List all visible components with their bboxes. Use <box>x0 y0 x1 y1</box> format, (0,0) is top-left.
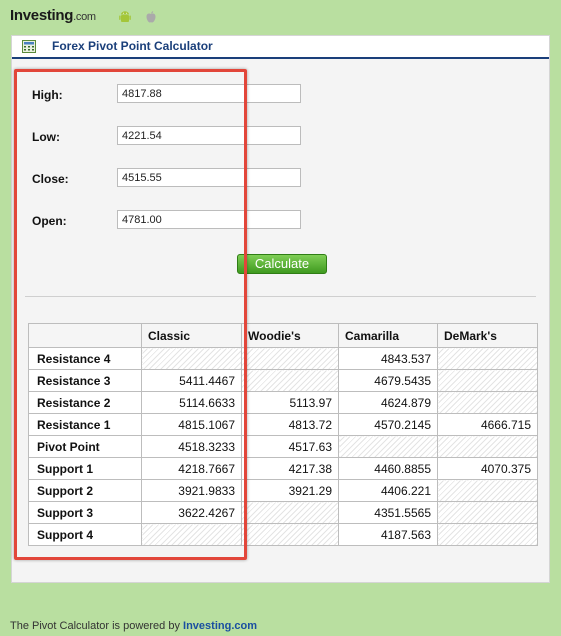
calculator-icon <box>22 40 36 53</box>
table-row: Support 3 3622.4267 4351.5565 <box>28 501 538 524</box>
top-bar: Investing.com <box>0 0 561 34</box>
row-label: Support 1 <box>28 457 142 480</box>
high-label: High: <box>32 88 63 102</box>
header-classic: Classic <box>141 323 242 348</box>
calculate-button[interactable]: Calculate <box>237 254 327 274</box>
header-camarilla: Camarilla <box>338 323 438 348</box>
classic-value-cell: 4518.3233 <box>141 435 242 458</box>
low-label: Low: <box>32 130 60 144</box>
demarks-value-cell <box>437 479 538 502</box>
demarks-value-cell <box>437 369 538 392</box>
table-row: Support 4 4187.563 <box>28 523 538 546</box>
demarks-value-cell <box>437 391 538 414</box>
camarilla-value-cell: 4187.563 <box>338 523 438 546</box>
low-input[interactable] <box>117 126 301 145</box>
camarilla-value-cell: 4460.8855 <box>338 457 438 480</box>
open-input[interactable] <box>117 210 301 229</box>
camarilla-value-cell: 4843.537 <box>338 347 438 370</box>
close-label: Close: <box>32 172 69 186</box>
table-row: Pivot Point 4518.3233 4517.63 <box>28 435 538 458</box>
table-row: Resistance 4 4843.537 <box>28 347 538 370</box>
woodies-value-cell <box>241 501 339 524</box>
woodies-value-cell: 4517.63 <box>241 435 339 458</box>
demarks-value-cell <box>437 347 538 370</box>
table-row: Resistance 3 5411.4467 4679.5435 <box>28 369 538 392</box>
pivot-results-table: Classic Woodie's Camarilla DeMark's Resi… <box>28 323 538 546</box>
row-label: Support 2 <box>28 479 142 502</box>
android-icon[interactable] <box>118 10 132 24</box>
classic-value-cell: 4218.7667 <box>141 457 242 480</box>
investing-logo[interactable]: Investing.com <box>10 7 96 24</box>
woodies-value-cell <box>241 369 339 392</box>
calculator-panel: Forex Pivot Point Calculator High: Low: … <box>11 35 550 583</box>
footer: The Pivot Calculator is powered by Inves… <box>10 620 257 632</box>
camarilla-value-cell: 4624.879 <box>338 391 438 414</box>
row-label: Support 4 <box>28 523 142 546</box>
demarks-value-cell: 4070.375 <box>437 457 538 480</box>
footer-text: The Pivot Calculator is powered by <box>10 620 180 632</box>
panel-title: Forex Pivot Point Calculator <box>52 39 213 53</box>
header-woodies: Woodie's <box>241 323 339 348</box>
apple-icon[interactable] <box>144 10 158 24</box>
open-label: Open: <box>32 214 67 228</box>
footer-brand-link[interactable]: Investing.com <box>183 620 257 632</box>
classic-value-cell: 3622.4267 <box>141 501 242 524</box>
panel-header: Forex Pivot Point Calculator <box>12 36 549 59</box>
woodies-value-cell: 4217.38 <box>241 457 339 480</box>
row-label: Resistance 3 <box>28 369 142 392</box>
table-body: Resistance 4 4843.537 Resistance 3 5411.446… <box>28 347 538 546</box>
camarilla-value-cell <box>338 435 438 458</box>
high-input[interactable] <box>117 84 301 103</box>
classic-value-cell: 5411.4467 <box>141 369 242 392</box>
woodies-value-cell <box>241 347 339 370</box>
logo-suffix: .com <box>73 11 96 23</box>
camarilla-value-cell: 4406.221 <box>338 479 438 502</box>
woodies-value-cell <box>241 523 339 546</box>
divider <box>25 296 536 297</box>
camarilla-value-cell: 4570.2145 <box>338 413 438 436</box>
camarilla-value-cell: 4351.5565 <box>338 501 438 524</box>
woodies-value-cell: 5113.97 <box>241 391 339 414</box>
demarks-value-cell <box>437 501 538 524</box>
demarks-value-cell <box>437 435 538 458</box>
demarks-value-cell: 4666.715 <box>437 413 538 436</box>
classic-value-cell <box>141 523 242 546</box>
highlight-box <box>14 69 247 560</box>
logo-text: Investing <box>10 7 74 24</box>
demarks-value-cell <box>437 523 538 546</box>
header-demarks: DeMark's <box>437 323 538 348</box>
table-row: Resistance 1 4815.1067 4813.72 4570.2145 466… <box>28 413 538 436</box>
camarilla-value-cell: 4679.5435 <box>338 369 438 392</box>
classic-value-cell <box>141 347 242 370</box>
woodies-value-cell: 4813.72 <box>241 413 339 436</box>
woodies-value-cell: 3921.29 <box>241 479 339 502</box>
close-input[interactable] <box>117 168 301 187</box>
